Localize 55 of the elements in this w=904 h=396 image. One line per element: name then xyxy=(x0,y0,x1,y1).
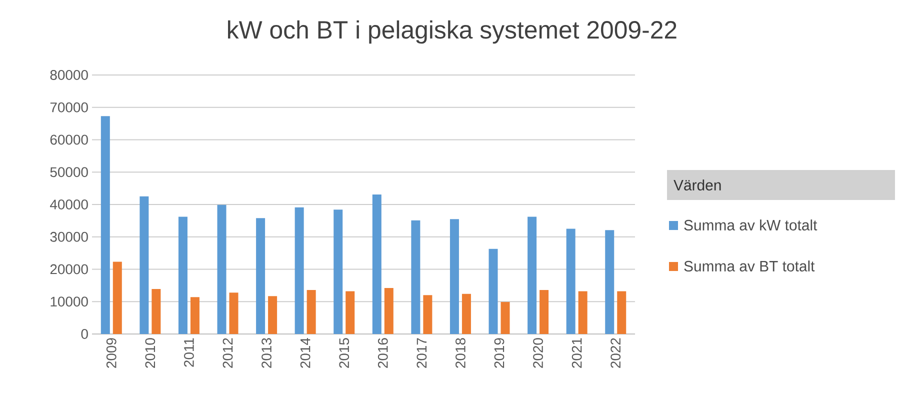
bar xyxy=(112,262,122,334)
bar xyxy=(152,289,161,334)
bar xyxy=(384,288,394,334)
bar xyxy=(294,207,304,334)
bar xyxy=(268,296,278,334)
chart-title: kW och BT i pelagiska systemet 2009-22 xyxy=(228,20,676,44)
bar xyxy=(566,228,576,334)
bar xyxy=(488,248,498,334)
bar xyxy=(346,291,355,334)
bar xyxy=(256,218,266,334)
bar xyxy=(411,220,420,334)
y-tick-label: 0 xyxy=(81,329,88,339)
bar xyxy=(217,204,226,334)
bar xyxy=(229,292,238,334)
x-tick-label: 2012 xyxy=(222,338,233,368)
x-tick-label: 2017 xyxy=(416,338,427,368)
x-tick-label: 2011 xyxy=(184,338,194,367)
bar xyxy=(540,290,549,334)
y-tick-label: 30000 xyxy=(50,232,88,242)
bar xyxy=(334,210,343,334)
bar xyxy=(617,291,626,334)
x-tick-label: 2022 xyxy=(610,338,621,368)
bar xyxy=(372,194,382,334)
x-tick-label: 2021 xyxy=(572,338,582,368)
x-tick-label: 2015 xyxy=(339,338,350,368)
x-tick-label: 2019 xyxy=(494,338,504,368)
bar xyxy=(605,230,614,334)
bar xyxy=(462,294,471,334)
bar xyxy=(578,291,588,334)
x-tick-label: 2020 xyxy=(533,338,543,368)
legend-label: Summa av BT totalt xyxy=(684,260,815,272)
legend-label: Summa av kW totalt xyxy=(684,220,818,230)
x-tick-label: 2013 xyxy=(262,338,272,368)
x-tick-label: 2010 xyxy=(145,338,156,368)
y-tick-label: 40000 xyxy=(50,200,88,210)
bar xyxy=(190,297,200,334)
bar xyxy=(306,290,316,334)
bar xyxy=(500,302,510,334)
x-tick-label: 2018 xyxy=(456,338,466,368)
x-tick-label: 2009 xyxy=(106,338,116,368)
y-tick-label: 10000 xyxy=(50,296,88,307)
bar xyxy=(100,116,110,334)
x-tick-label: 2014 xyxy=(300,338,310,368)
x-tick-label: 2016 xyxy=(378,338,388,368)
y-tick-label: 60000 xyxy=(50,134,88,145)
bar xyxy=(450,219,459,334)
bar xyxy=(178,216,188,334)
bar xyxy=(423,295,432,334)
bar xyxy=(528,216,537,334)
bar xyxy=(140,196,149,334)
y-tick-label: 70000 xyxy=(50,102,88,112)
y-tick-label: 80000 xyxy=(50,70,88,80)
y-tick-label: 50000 xyxy=(50,167,88,178)
legend-title: Värden xyxy=(674,180,721,190)
y-tick-label: 20000 xyxy=(50,264,88,274)
